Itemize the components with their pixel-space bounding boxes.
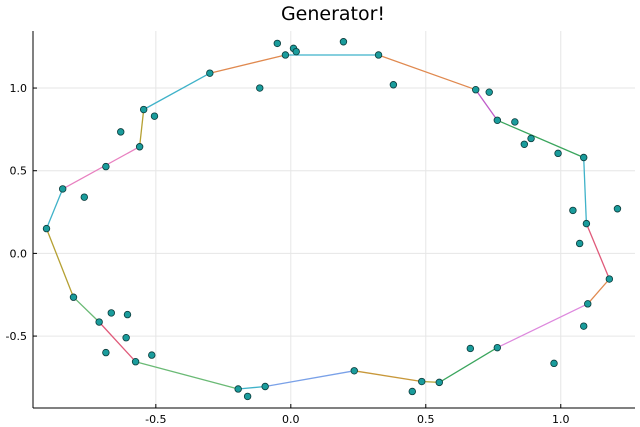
series-line	[497, 119, 584, 159]
scatter-point	[350, 367, 358, 375]
series-line	[585, 223, 611, 280]
y-tick-label: -0.5	[6, 330, 27, 343]
scatter-point	[102, 348, 110, 357]
scatter-point	[135, 143, 144, 151]
scatter-point	[582, 219, 591, 228]
grid-layer	[33, 31, 635, 408]
points-layer	[42, 38, 622, 401]
series-line	[45, 188, 64, 229]
scatter-point	[493, 343, 502, 352]
scatter-point	[408, 387, 416, 396]
scatter-point	[234, 385, 242, 393]
scatter-point	[107, 309, 115, 317]
scatter-point	[550, 359, 558, 368]
scatter-point	[131, 358, 140, 366]
series-line	[475, 89, 498, 121]
series-line	[135, 361, 239, 390]
series-line	[378, 54, 476, 91]
scatter-point	[580, 322, 588, 330]
scatter-point	[256, 84, 264, 92]
scatter-point	[69, 293, 78, 301]
series-line	[354, 370, 422, 383]
x-tick-label: -0.5	[145, 413, 166, 426]
series-line	[143, 72, 211, 111]
series-line	[583, 157, 588, 224]
scatter-point	[418, 377, 426, 386]
series-line	[238, 385, 266, 390]
scatter-point	[389, 81, 398, 89]
scatter-point	[117, 128, 125, 136]
scatter-point	[554, 149, 562, 158]
scatter-point	[58, 185, 67, 193]
lines-layer	[45, 54, 611, 390]
scatter-point	[339, 38, 348, 46]
scatter-point	[485, 88, 493, 96]
scatter-point	[243, 392, 252, 401]
series-line	[138, 109, 145, 147]
series-line	[587, 278, 610, 305]
scatter-point	[148, 351, 156, 359]
scatter-point	[292, 47, 300, 56]
y-tick-label: 0.5	[10, 165, 28, 178]
scatter-point	[150, 112, 159, 120]
scatter-point	[613, 205, 622, 213]
series-line	[98, 321, 137, 363]
scatter-point	[493, 116, 502, 124]
scatter-point	[584, 300, 592, 308]
axes-layer	[32, 31, 635, 409]
series-line	[209, 54, 286, 74]
scatter-point	[273, 39, 282, 48]
scatter-point	[580, 153, 588, 162]
scatter-point	[80, 193, 88, 201]
scatter-point	[605, 275, 614, 283]
y-tick-label: 0.0	[10, 247, 28, 260]
scatter-point	[123, 310, 132, 319]
scatter-point	[435, 378, 443, 387]
x-tick-label: 0.5	[417, 413, 435, 426]
series-line	[265, 370, 355, 388]
scatter-point	[374, 51, 383, 59]
scatter-point	[281, 51, 290, 59]
scatter-point	[575, 239, 584, 248]
ticks-layer: -0.5 0.0 0.5 1.0 -0.5 0.0 0.5 1.0	[6, 82, 570, 426]
series-line	[45, 228, 75, 298]
scatter-point	[472, 85, 480, 94]
x-tick-label: 0.0	[282, 413, 300, 426]
y-tick-label: 1.0	[10, 82, 28, 95]
series-line	[438, 347, 498, 383]
x-tick-label: 1.0	[552, 413, 570, 426]
scatter-point	[122, 334, 130, 342]
chart-title: Generator!	[281, 3, 385, 25]
scatter-point	[520, 140, 529, 148]
scatter-point	[511, 118, 519, 126]
scatter-point	[569, 206, 577, 215]
scatter-point	[102, 162, 110, 171]
scatter-point	[206, 69, 214, 77]
series-line	[73, 296, 100, 323]
scatter-point	[466, 344, 475, 353]
series-line	[62, 146, 140, 190]
scatter-point	[42, 224, 51, 233]
scatter-point	[527, 134, 535, 143]
scatter-point	[139, 105, 148, 114]
series-line	[497, 303, 589, 349]
scatter-point	[95, 318, 103, 326]
scatter-point	[261, 382, 269, 391]
